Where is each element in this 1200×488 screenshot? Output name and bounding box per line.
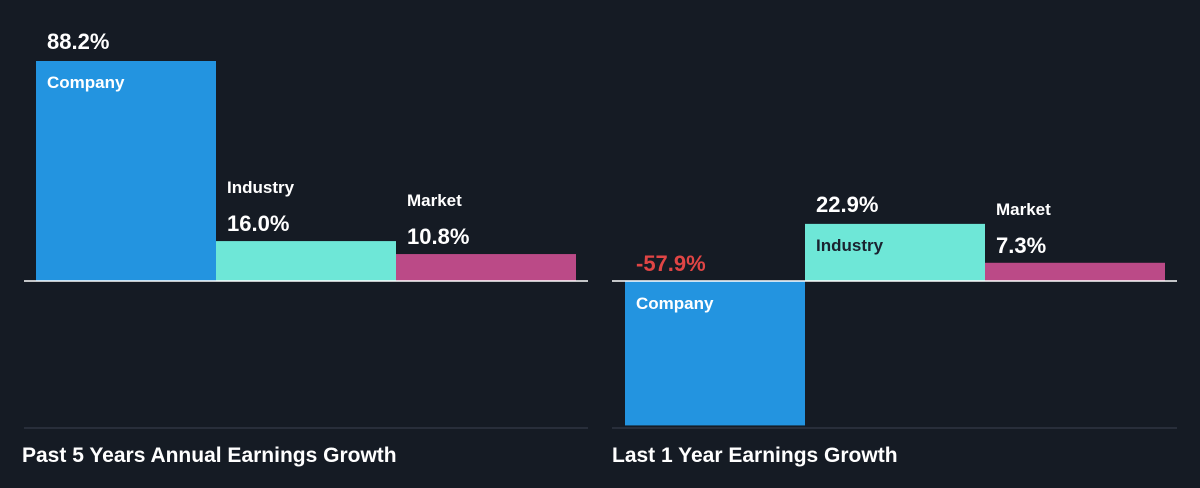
category-label-company: Company [47, 73, 125, 92]
value-label-industry: 22.9% [816, 192, 878, 217]
panel-title-last-1-year: Last 1 Year Earnings Growth [612, 444, 898, 467]
bar-industry [805, 223, 985, 281]
bar-market [985, 262, 1165, 281]
value-label-market: 10.8% [407, 224, 469, 249]
chart-panel-0: Company 88.2% Industry 16.0% Market 10.8% [24, 29, 588, 429]
category-label-market: Market [996, 200, 1051, 219]
value-label-industry: 16.0% [227, 211, 289, 236]
category-label-company: Company [636, 294, 714, 313]
category-label-industry: Industry [816, 236, 884, 255]
value-label-company: 88.2% [47, 29, 109, 54]
bar-company [625, 281, 805, 426]
category-label-industry: Industry [227, 178, 295, 197]
value-label-market: 7.3% [996, 233, 1046, 258]
bar-market [396, 254, 576, 281]
category-label-market: Market [407, 191, 462, 210]
value-label-company: -57.9% [636, 251, 706, 276]
panel-title-past-5-years: Past 5 Years Annual Earnings Growth [22, 444, 397, 467]
bar-company [36, 61, 216, 281]
bar-industry [216, 241, 396, 281]
chart-panel-1: Company -57.9% Industry 22.9% Market 7.3% [612, 192, 1177, 429]
